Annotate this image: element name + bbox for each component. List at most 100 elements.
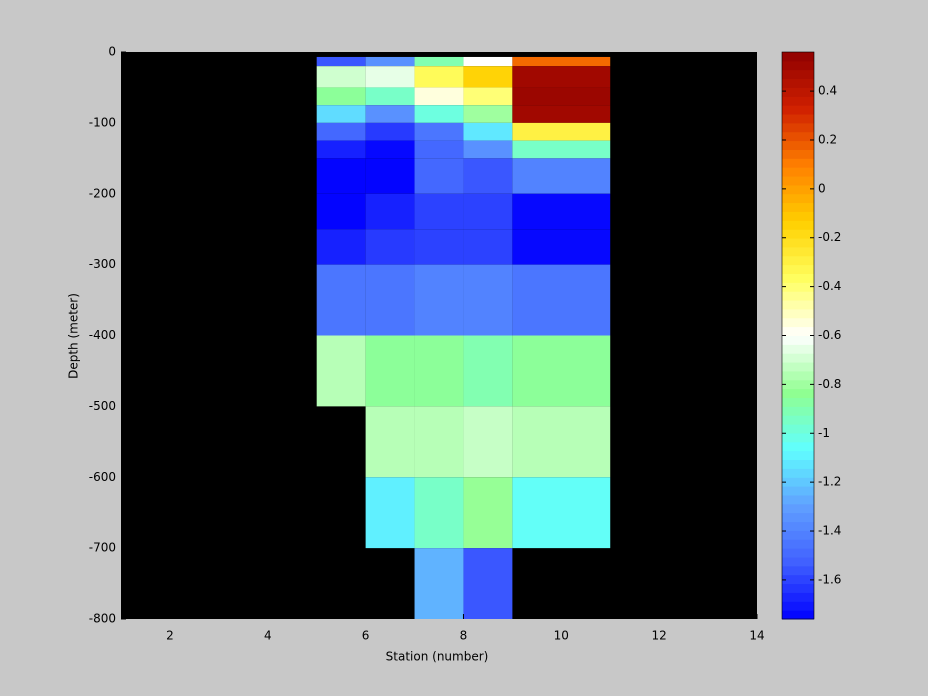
colorbar-step: [782, 530, 814, 540]
colorbar-step: [782, 87, 814, 97]
colorbar-step: [782, 246, 814, 257]
colorbar-step: [782, 335, 814, 345]
colorbar-step: [782, 415, 814, 425]
colorbar-step: [782, 114, 814, 124]
heat-cell: [463, 140, 513, 159]
colorbar-step: [782, 291, 814, 301]
x-tick-label: 6: [362, 629, 370, 643]
x-tick-label: 12: [652, 629, 667, 643]
x-tick-label: 14: [749, 629, 764, 643]
heat-cell: [365, 66, 415, 88]
heat-cell: [414, 140, 464, 159]
colorbar-step: [782, 468, 814, 478]
colorbar-step: [782, 158, 814, 168]
colorbar-step: [782, 556, 814, 567]
colorbar-tick-label: 0.2: [818, 132, 837, 146]
colorbar-step: [782, 610, 814, 620]
colorbar-step: [782, 477, 814, 487]
heat-cell: [512, 229, 611, 265]
x-tick-label: 8: [460, 629, 468, 643]
heat-cell: [463, 229, 513, 265]
heat-cell: [463, 548, 513, 619]
heat-cell: [463, 56, 513, 67]
heat-cell: [365, 477, 415, 549]
heat-cell: [316, 105, 366, 123]
colorbar-step: [782, 353, 814, 363]
heat-cell: [512, 158, 611, 194]
colorbar-step: [782, 521, 814, 531]
colorbar-step: [782, 184, 814, 195]
y-tick-label: -500: [89, 399, 116, 413]
colorbar-tick-label: -1.6: [818, 572, 841, 586]
colorbar-step: [782, 317, 814, 328]
colorbar-tick-label: -0.4: [818, 279, 841, 293]
heat-cell: [414, 477, 464, 549]
heat-cell: [512, 122, 611, 141]
y-tick-label: 0: [108, 45, 116, 59]
heat-cell: [414, 548, 464, 619]
heat-cell: [463, 87, 513, 106]
colorbar-step: [782, 548, 814, 558]
heat-cell: [463, 66, 513, 88]
y-tick-label: -400: [89, 328, 116, 342]
y-axis-label: Depth (meter): [67, 293, 81, 379]
heat-cell: [463, 193, 513, 230]
colorbar-step: [782, 494, 814, 505]
y-tick-label: -700: [89, 541, 116, 555]
colorbar-step: [782, 512, 814, 523]
heat-cell: [414, 158, 464, 194]
colorbar-step: [782, 149, 814, 159]
heat-cell: [512, 477, 611, 549]
colorbar-step: [782, 202, 814, 212]
colorbar-step: [782, 78, 814, 88]
colorbar-step: [782, 69, 814, 80]
heat-cell: [463, 406, 513, 478]
colorbar-step: [782, 238, 814, 248]
heat-cell: [463, 105, 513, 123]
heat-cell: [463, 477, 513, 549]
colorbar-step: [782, 229, 814, 239]
colorbar-step: [782, 379, 814, 390]
y-tick-label: -100: [89, 115, 116, 129]
colorbar-step: [782, 193, 814, 204]
colorbar-step: [782, 503, 814, 514]
heat-cell: [316, 56, 366, 67]
heat-cell: [365, 56, 415, 67]
colorbar-step: [782, 300, 814, 310]
heat-cell: [365, 193, 415, 230]
colorbar-step: [782, 432, 814, 443]
colorbar-tick-label: -1: [818, 426, 830, 440]
heat-cell: [512, 406, 611, 478]
heat-cell: [316, 158, 366, 194]
heat-cell: [414, 122, 464, 141]
colorbar-step: [782, 264, 814, 274]
colorbar-step: [782, 211, 814, 221]
colorbar-step: [782, 326, 814, 336]
y-tick-label: -600: [89, 470, 116, 484]
colorbar-step: [782, 122, 814, 133]
colorbar-step: [782, 486, 814, 496]
heat-cell: [512, 56, 611, 67]
colorbar-tick-label: -0.2: [818, 230, 841, 244]
heat-cell: [414, 264, 464, 336]
heat-cell: [365, 229, 415, 265]
colorbar-step: [782, 362, 814, 372]
heat-cell: [316, 140, 366, 159]
colorbar-step: [782, 52, 814, 62]
x-tick-label: 2: [166, 629, 174, 643]
colorbar-step: [782, 583, 814, 593]
heat-cell: [316, 66, 366, 88]
heat-cell: [463, 335, 513, 407]
colorbar-step: [782, 388, 814, 399]
heat-cell: [463, 158, 513, 194]
heat-cell: [512, 335, 611, 407]
heat-cell: [365, 335, 415, 407]
heat-cell: [316, 264, 366, 336]
heat-cell: [316, 335, 366, 407]
heat-cell: [512, 193, 611, 230]
heat-cell: [414, 229, 464, 265]
heat-cell: [512, 105, 611, 123]
heat-cell: [414, 335, 464, 407]
